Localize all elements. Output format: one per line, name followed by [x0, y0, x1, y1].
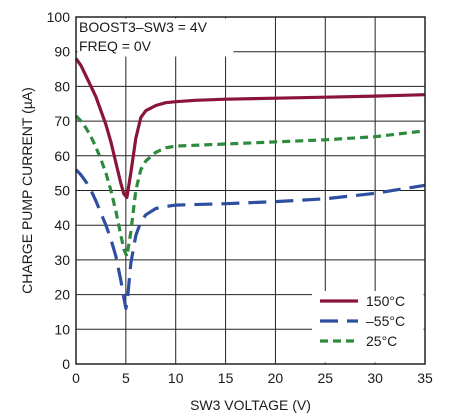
series-line-2	[74, 114, 426, 258]
series-layer	[74, 57, 426, 311]
annotation-boost3-sw3: BOOST3–SW3 = 4V	[79, 19, 208, 35]
x-tick-label-5: 5	[122, 370, 130, 386]
y-tick-label-80: 80	[54, 78, 70, 94]
x-tick-label-35: 35	[417, 370, 433, 386]
x-tick-label-20: 20	[268, 370, 284, 386]
y-axis-title: CHARGE PUMP CURRENT (µA)	[19, 87, 35, 294]
y-axis-ticks: 0 10 20 30 40 50 60 70 80 90 100	[47, 9, 71, 372]
y-tick-label-10: 10	[54, 321, 70, 337]
y-tick-label-60: 60	[54, 148, 70, 164]
x-tick-label-15: 15	[218, 370, 234, 386]
legend-label-1: –55°C	[366, 313, 405, 329]
x-tick-label-25: 25	[317, 370, 333, 386]
y-tick-label-100: 100	[47, 9, 71, 25]
y-tick-label-20: 20	[54, 287, 70, 303]
series-line-0	[74, 57, 426, 199]
plot-frame	[75, 16, 426, 365]
x-tick-label-10: 10	[168, 370, 184, 386]
legend: 150°C –55°C 25°C	[320, 293, 405, 349]
x-tick-label-0: 0	[72, 370, 80, 386]
annotation-background	[77, 18, 234, 57]
legend-background	[312, 291, 424, 363]
legend-label-0: 150°C	[366, 293, 405, 309]
y-tick-label-40: 40	[54, 217, 70, 233]
y-tick-label-70: 70	[54, 113, 70, 129]
x-axis-title: SW3 VOLTAGE (V)	[190, 397, 311, 413]
legend-label-2: 25°C	[366, 333, 397, 349]
x-axis-ticks: 0 5 10 15 20 25 30 35	[72, 370, 433, 386]
annotation-freq: FREQ = 0V	[79, 38, 152, 54]
y-tick-label-50: 50	[54, 183, 70, 199]
y-tick-label-0: 0	[62, 356, 70, 372]
y-tick-label-30: 30	[54, 252, 70, 268]
series-line-1	[74, 168, 426, 311]
y-tick-label-90: 90	[54, 44, 70, 60]
x-tick-label-30: 30	[367, 370, 383, 386]
